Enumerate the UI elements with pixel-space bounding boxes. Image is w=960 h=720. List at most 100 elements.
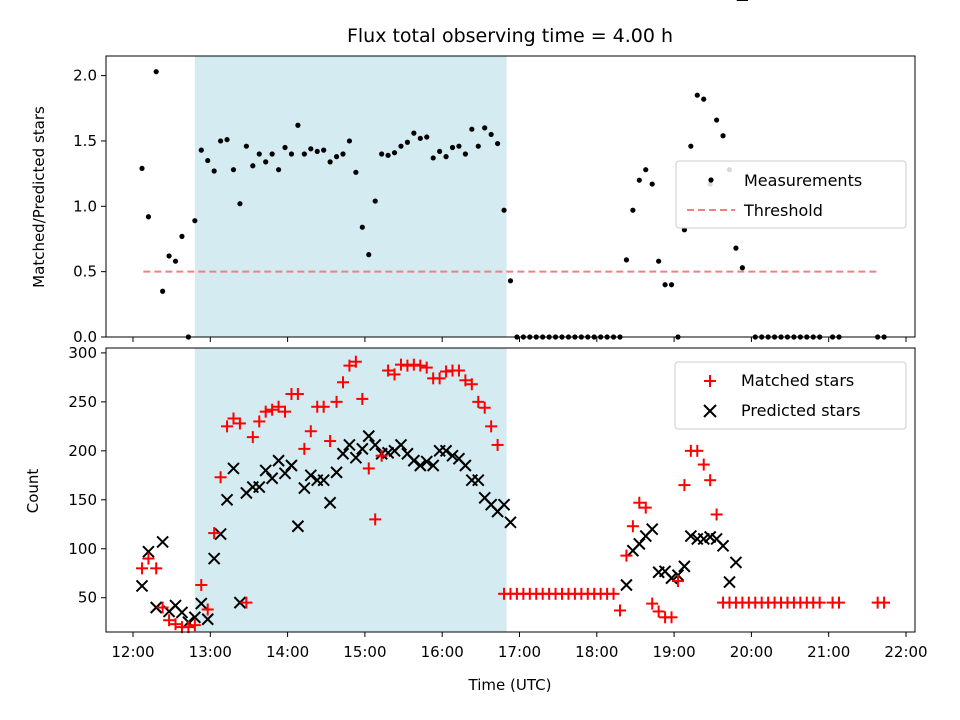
- matched-star-point: [652, 605, 665, 618]
- predicted-star-point: [227, 462, 240, 475]
- predicted-star-point: [135, 579, 149, 593]
- measurement-point: [321, 147, 327, 153]
- matched-star-point: [420, 361, 433, 374]
- x-tick-label: 21:00: [807, 643, 850, 661]
- matched-star-point: [613, 604, 626, 617]
- top-y-tick-label: 0.5: [73, 263, 97, 281]
- matched-star-point: [317, 400, 330, 413]
- bottom-legend-box: [674, 361, 907, 430]
- matched-star-point: [298, 442, 311, 455]
- predicted-star-point: [233, 596, 247, 609]
- measurement-point: [145, 214, 152, 220]
- x-tick-label: 13:00: [189, 643, 232, 661]
- measurement-point: [198, 147, 204, 153]
- x-tick-label: 20:00: [730, 643, 773, 661]
- measurement-point: [462, 151, 468, 157]
- matched-star-point: [336, 376, 349, 389]
- top-legend: Measurements Threshold: [675, 160, 907, 229]
- matched-star-point: [691, 444, 704, 457]
- measurement-point: [636, 177, 642, 183]
- measurement-point: [694, 92, 700, 98]
- matched-star-point: [369, 513, 382, 526]
- predicted-star-point: [142, 545, 155, 558]
- matched-star-point: [330, 395, 343, 408]
- predicted-star-point: [265, 472, 279, 485]
- chart-title: Flux total observing time = 4.00 h: [347, 25, 673, 47]
- top-x-ticks: [132, 337, 907, 342]
- predicted-star-point: [723, 575, 736, 589]
- top-y-tick-label: 1.5: [73, 132, 97, 150]
- top-highlight-band-layer: [194, 56, 507, 337]
- matched-star-point: [478, 401, 491, 414]
- predicted-star-point: [156, 535, 169, 549]
- predicted-star-point: [220, 493, 234, 507]
- measurement-point: [288, 151, 295, 157]
- matched-star-point: [343, 359, 356, 372]
- measurement-point: [656, 258, 662, 264]
- matched-star-point: [156, 601, 169, 614]
- matched-star-point: [266, 403, 279, 416]
- predicted-star-point: [195, 597, 208, 610]
- bottom-highlight-band: [194, 348, 507, 632]
- predicted-star-point: [349, 451, 363, 464]
- matched-star-point: [208, 527, 221, 540]
- measurement-point: [494, 140, 501, 147]
- measurement-point: [301, 151, 307, 157]
- measurement-point: [192, 218, 198, 224]
- measurement-point: [166, 253, 172, 259]
- measurement-point: [411, 130, 417, 136]
- bottom-legend: Matched stars Predicted stars: [674, 361, 907, 430]
- matched-star-point: [678, 479, 691, 492]
- top-panel: 0.00.51.01.52.0 Matched/Predicted stars …: [30, 55, 916, 346]
- predicted-star-point: [439, 444, 453, 458]
- measurement-point: [482, 125, 488, 131]
- measurement-point: [366, 252, 372, 258]
- measurement-point: [243, 143, 249, 149]
- measurement-point: [630, 207, 636, 213]
- matched-star-point: [433, 372, 446, 385]
- matched-star-point: [639, 501, 652, 514]
- matched-star-point: [163, 614, 176, 627]
- matched-star-point: [485, 420, 498, 433]
- matched-star-point: [671, 575, 684, 588]
- predicted-star-point: [684, 529, 698, 543]
- predicted-star-point: [330, 466, 343, 479]
- bottom-y-axis-label: Count: [24, 469, 42, 514]
- legend-matched-marker: [704, 375, 716, 387]
- legend-predicted-marker: [703, 404, 717, 418]
- matched-star-point: [233, 417, 246, 430]
- bottom-y-tick-label: 100: [68, 540, 97, 558]
- matched-star-point: [491, 438, 504, 451]
- matched-star-point: [188, 619, 201, 632]
- matched-star-point: [833, 596, 846, 609]
- measurement-point: [160, 288, 166, 294]
- measurement-point: [475, 143, 481, 149]
- top-highlight-band: [194, 56, 507, 337]
- x-tick-label: 18:00: [575, 643, 618, 661]
- measurement-point: [662, 282, 668, 288]
- matched-star-point: [142, 552, 155, 565]
- predicted-star-point: [356, 442, 369, 456]
- matched-star-point: [362, 462, 375, 475]
- bottom-y-tick-label: 250: [68, 393, 97, 411]
- measurement-point: [282, 144, 288, 151]
- matched-star-point: [356, 392, 369, 405]
- matched-star-point: [150, 562, 163, 575]
- matched-star-point: [472, 395, 485, 408]
- measurement-point: [179, 233, 185, 239]
- top-y-tick-label: 0.0: [73, 328, 97, 346]
- top-y-axis-label: Matched/Predicted stars: [30, 106, 48, 288]
- measurement-point: [379, 151, 385, 157]
- measurement-point: [314, 148, 320, 155]
- bottom-x-axis: 12:00 13:00 14:00 15:00 16:00 17:00 18:00 19:00…: [111, 632, 928, 661]
- predicted-star-point: [272, 454, 285, 467]
- predicted-star-point: [201, 613, 214, 626]
- matched-star-point: [240, 596, 253, 609]
- matched-star-point: [195, 578, 208, 591]
- measurement-point: [449, 144, 456, 151]
- measurement-point: [372, 198, 378, 204]
- predicted-star-point: [446, 449, 459, 462]
- bottom-y-axis: 50 100 150 200 250 300: [68, 344, 106, 607]
- bottom-plot-frame: [105, 347, 916, 633]
- measurement-point: [211, 168, 217, 174]
